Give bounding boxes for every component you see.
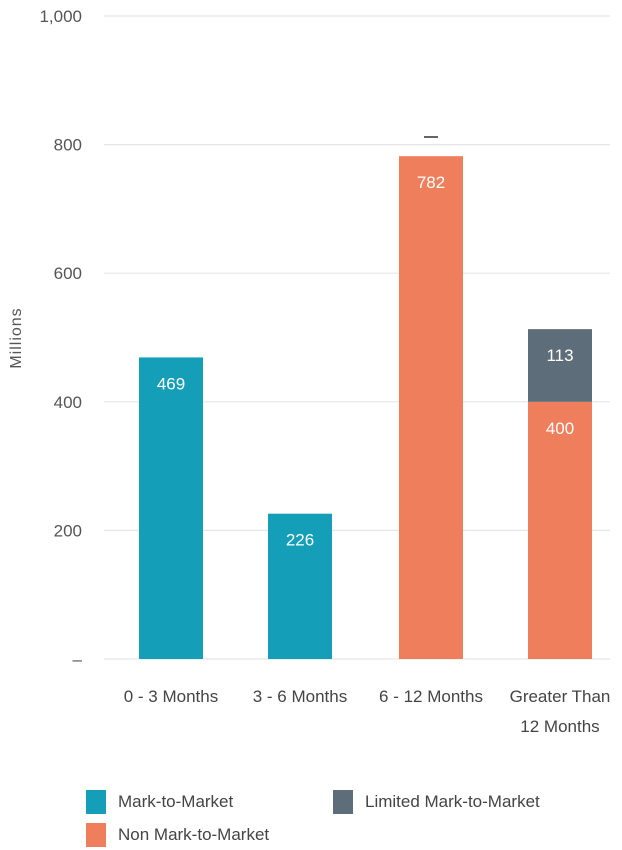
data-label: 226 [286, 531, 314, 550]
x-tick-label: 0 - 3 Months [124, 687, 219, 706]
y-tick-label: 200 [54, 521, 82, 540]
y-axis-ticks: – 200 400 600 800 1,000 [39, 7, 82, 669]
x-tick-label: 12 Months [520, 717, 599, 736]
x-tick-label: Greater Than [510, 687, 611, 706]
bars: 469 226 782 400 113 [139, 156, 592, 659]
bar [528, 401, 592, 659]
y-tick-label: 600 [54, 264, 82, 283]
y-axis-label: Millions [8, 307, 25, 368]
data-label: 400 [546, 419, 574, 438]
x-tick-label: 6 - 12 Months [379, 687, 483, 706]
y-tick-label: 1,000 [39, 7, 82, 26]
y-tick-label: 400 [54, 393, 82, 412]
bar [399, 156, 463, 659]
x-axis-labels: 0 - 3 Months 3 - 6 Months 6 - 12 Months Gre… [124, 687, 611, 736]
y-tick-label: – [73, 650, 83, 669]
data-label: 113 [546, 346, 573, 365]
y-tick-label: 800 [54, 136, 82, 155]
bar [268, 513, 332, 659]
data-label: 469 [157, 374, 185, 393]
data-label: 782 [417, 173, 445, 192]
x-tick-label: 3 - 6 Months [253, 687, 348, 706]
bar [528, 329, 592, 402]
bar [139, 357, 203, 659]
